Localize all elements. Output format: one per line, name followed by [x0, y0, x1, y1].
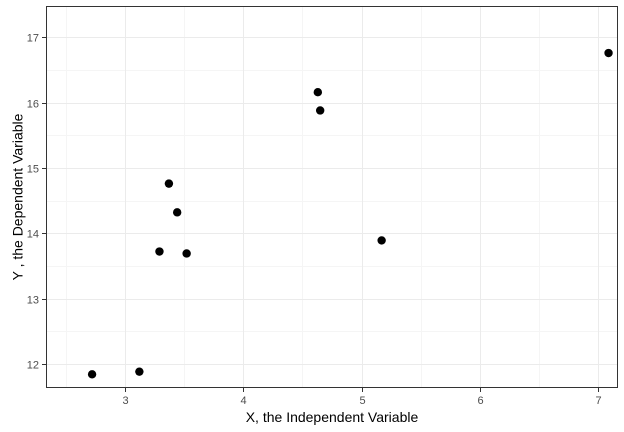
plot-panel	[46, 6, 618, 388]
x-tick-label: 4	[240, 395, 246, 407]
x-tick-label: 6	[477, 395, 483, 407]
data-point	[313, 87, 323, 97]
data-point	[155, 247, 164, 256]
y-tick-label: 15	[27, 164, 39, 176]
y-tick-label: 14	[27, 229, 39, 241]
x-tick-label: 5	[359, 395, 365, 407]
y-tick-label: 12	[27, 360, 39, 372]
data-point	[377, 236, 386, 245]
y-axis-title: Y , the Dependent Variable	[10, 113, 26, 280]
x-axis-title: X, the Independent Variable	[246, 409, 419, 425]
y-tick-label: 16	[27, 99, 39, 111]
x-tick-label: 3	[122, 395, 128, 407]
data-point	[135, 367, 144, 376]
y-axis-ticks: 12 13 14 15 16 17	[27, 33, 46, 372]
plot-panel-border	[46, 6, 618, 388]
x-axis-ticks: 3 4 5 6 7	[122, 388, 602, 407]
y-tick-label: 17	[27, 33, 39, 45]
data-point	[164, 179, 174, 188]
data-point	[315, 106, 325, 115]
x-tick-label: 7	[595, 395, 601, 407]
data-points	[87, 48, 613, 379]
major-gridlines	[46, 6, 618, 388]
minor-gridlines	[46, 6, 618, 388]
data-point	[604, 48, 613, 58]
data-point	[172, 208, 182, 217]
data-point	[87, 370, 97, 379]
y-tick-label: 13	[27, 295, 39, 307]
data-point	[182, 249, 191, 258]
